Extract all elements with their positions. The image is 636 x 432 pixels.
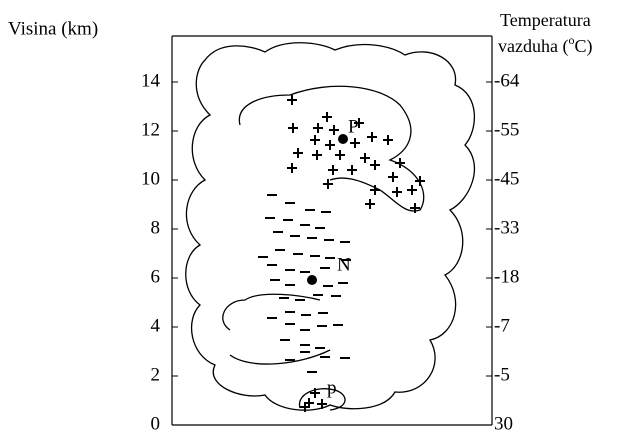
plus-sign — [395, 158, 405, 168]
charge-center — [338, 134, 348, 144]
right-axis-title: Temperatura — [500, 10, 591, 30]
y-tick-label: 10 — [141, 168, 160, 189]
plus-sign — [312, 150, 322, 160]
plus-sign — [322, 112, 332, 122]
plus-sign — [317, 399, 327, 409]
plus-sign — [310, 135, 320, 145]
plus-sign — [293, 148, 303, 158]
superscript: o — [568, 33, 574, 47]
plus-sign — [388, 172, 398, 182]
plus-sign — [350, 138, 360, 148]
y2-tick-label: -45 — [494, 168, 519, 189]
plus-sign — [383, 135, 393, 145]
plus-sign — [407, 185, 417, 195]
plus-sign — [347, 165, 357, 175]
charge-signs — [258, 95, 425, 412]
right-axis-subtitle: vazduha (oC) — [498, 33, 592, 57]
plus-sign — [329, 125, 339, 135]
y-tick-label: 14 — [141, 70, 161, 91]
plus-sign — [370, 185, 380, 195]
y2-tick-label: -33 — [494, 217, 519, 238]
charge-label: P — [348, 116, 359, 137]
plus-sign — [392, 187, 402, 197]
plus-sign — [287, 95, 297, 105]
charge-label: N — [337, 254, 351, 275]
y-tick-label: 2 — [151, 364, 161, 385]
plus-sign — [360, 153, 370, 163]
y2-tick-label: -5 — [494, 364, 510, 385]
cloud-outline — [185, 42, 476, 411]
left-axis-title: Visina (km) — [8, 18, 98, 39]
inner-outline — [238, 85, 425, 212]
y2-tick-label: -7 — [494, 315, 510, 336]
plus-sign — [325, 140, 335, 150]
y-tick-label: 8 — [151, 217, 161, 238]
plus-sign — [287, 163, 297, 173]
plus-sign — [288, 123, 298, 133]
axis-ticks: 0 2 4 6 8 10 12 14 30 -5 -7 -18 -33 -45 -55 -64 — [141, 70, 520, 432]
charge-label: p — [327, 377, 337, 398]
plus-sign — [367, 132, 377, 142]
plus-sign — [313, 123, 323, 133]
y2-tick-label: -55 — [494, 119, 519, 140]
plus-sign — [354, 118, 364, 128]
plus-sign — [328, 165, 338, 175]
plus-sign — [335, 150, 345, 160]
y2-tick-label: -64 — [494, 70, 520, 91]
y-tick-label: 4 — [151, 315, 161, 336]
y2-tick-label: -18 — [494, 266, 519, 287]
plus-sign — [370, 160, 380, 170]
plus-sign — [415, 176, 425, 186]
text-part: C) — [574, 36, 592, 57]
y-tick-label: 6 — [151, 266, 161, 287]
y-tick-label: 0 — [151, 413, 161, 432]
plus-sign — [310, 388, 320, 398]
inner-outline — [222, 293, 331, 365]
plus-sign — [365, 199, 375, 209]
y2-tick-label: 30 — [494, 413, 513, 432]
charge-center — [307, 275, 317, 285]
inner-outline — [298, 388, 346, 411]
plus-sign — [323, 179, 333, 189]
plus-sign — [410, 203, 420, 213]
text-part: vazduha ( — [498, 36, 568, 57]
y-tick-label: 12 — [141, 119, 160, 140]
plus-sign — [300, 402, 310, 412]
